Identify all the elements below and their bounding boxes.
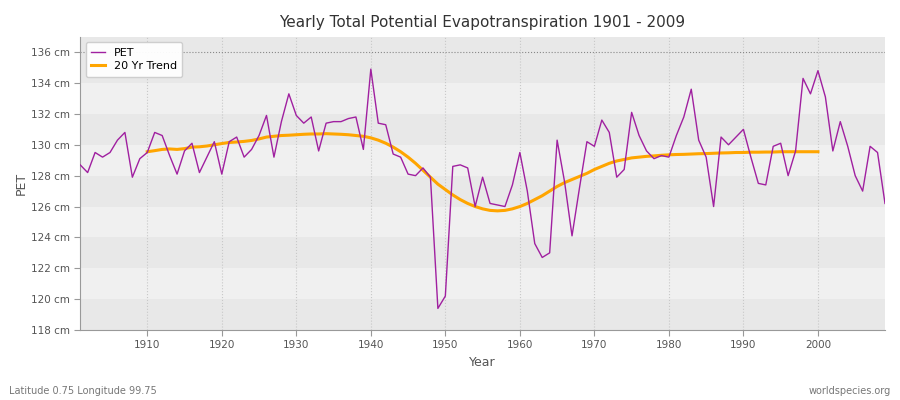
Bar: [80, 114, 885, 145]
20 Yr Trend: [544, 189, 555, 194]
Line: PET: PET: [80, 69, 885, 308]
Title: Yearly Total Potential Evapotranspiration 1901 - 2009: Yearly Total Potential Evapotranspiratio…: [280, 15, 686, 30]
20 Yr Trend: [723, 150, 734, 155]
Bar: [80, 268, 885, 299]
Bar: [80, 206, 885, 238]
PET: [343, 116, 354, 121]
X-axis label: Year: Year: [469, 356, 496, 369]
PET: [529, 241, 540, 246]
Bar: [80, 238, 885, 268]
20 Yr Trend: [492, 208, 503, 213]
PET: [299, 121, 310, 126]
PET: [134, 156, 145, 161]
20 Yr Trend: [806, 149, 816, 154]
20 Yr Trend: [813, 149, 824, 154]
Legend: PET, 20 Yr Trend: PET, 20 Yr Trend: [86, 42, 182, 77]
Text: Latitude 0.75 Longitude 99.75: Latitude 0.75 Longitude 99.75: [9, 386, 157, 396]
Bar: [80, 52, 885, 83]
PET: [522, 189, 533, 194]
Bar: [80, 145, 885, 176]
20 Yr Trend: [299, 132, 310, 137]
PET: [75, 162, 86, 167]
Y-axis label: PET: PET: [15, 172, 28, 195]
Bar: [80, 299, 885, 330]
20 Yr Trend: [142, 149, 153, 154]
Text: worldspecies.org: worldspecies.org: [809, 386, 891, 396]
PET: [433, 306, 444, 311]
20 Yr Trend: [313, 132, 324, 136]
PET: [365, 67, 376, 72]
Bar: [80, 83, 885, 114]
20 Yr Trend: [320, 131, 331, 136]
20 Yr Trend: [224, 140, 235, 145]
PET: [879, 201, 890, 206]
PET: [619, 167, 630, 172]
Bar: [80, 176, 885, 206]
Line: 20 Yr Trend: 20 Yr Trend: [148, 134, 818, 211]
